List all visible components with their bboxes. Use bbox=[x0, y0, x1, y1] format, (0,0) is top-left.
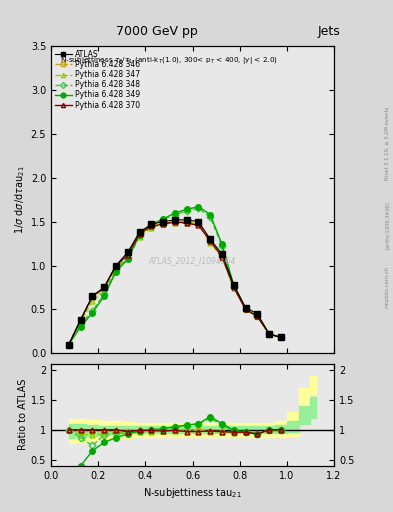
Y-axis label: Ratio to ATLAS: Ratio to ATLAS bbox=[18, 379, 28, 451]
Y-axis label: 1/$\sigma$ d$\sigma$/d$\tau$au$_{21}$: 1/$\sigma$ d$\sigma$/d$\tau$au$_{21}$ bbox=[13, 165, 27, 234]
Legend: ATLAS, Pythia 6.428 346, Pythia 6.428 347, Pythia 6.428 348, Pythia 6.428 349, P: ATLAS, Pythia 6.428 346, Pythia 6.428 34… bbox=[53, 48, 141, 111]
Text: Jets: Jets bbox=[317, 26, 340, 38]
Text: 7000 GeV pp: 7000 GeV pp bbox=[116, 26, 198, 38]
Text: ATLAS_2012_I1094564: ATLAS_2012_I1094564 bbox=[149, 257, 236, 266]
Text: Rivet 3.1.10, ≥ 3.2M events: Rivet 3.1.10, ≥ 3.2M events bbox=[385, 106, 389, 180]
Text: mcplots.cern.ch: mcplots.cern.ch bbox=[385, 266, 389, 308]
Text: [arXiv:1306.3436]: [arXiv:1306.3436] bbox=[385, 201, 389, 249]
X-axis label: N-subjettiness tau$_{21}$: N-subjettiness tau$_{21}$ bbox=[143, 486, 242, 500]
Text: N-subjettiness $\tau_2/\tau_1$ (anti-k$_T$(1.0), 300< p$_T$ < 400, |y| < 2.0): N-subjettiness $\tau_2/\tau_1$ (anti-k$_… bbox=[60, 55, 277, 66]
